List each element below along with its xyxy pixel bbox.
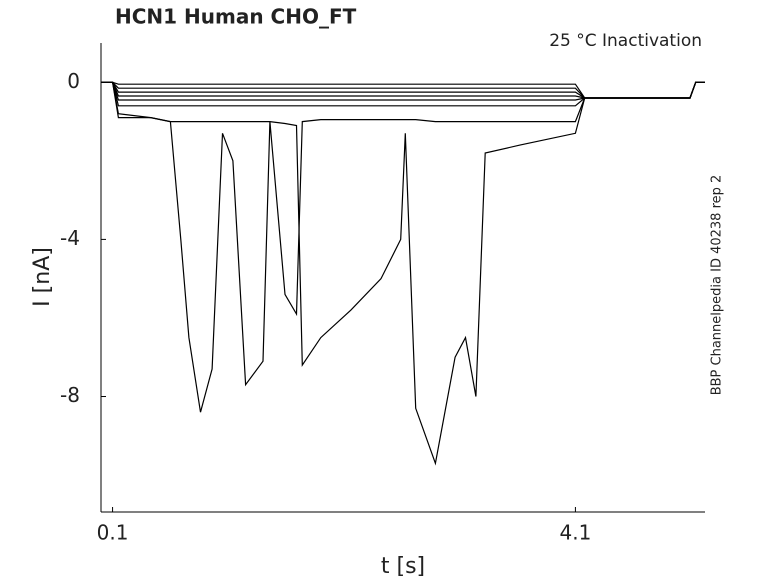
side-note: BBP Channelpedia ID 40238 rep 2 [710,175,725,396]
y-tick-label: 0 [67,69,80,93]
trace [101,81,705,99]
trace [101,81,705,99]
x-axis-label: t [s] [381,554,425,579]
trace [101,81,705,413]
trace [101,81,705,466]
trace [101,81,705,99]
y-tick-label: -8 [60,383,80,407]
x-tick-label: 4.1 [559,521,591,545]
trace [101,81,705,107]
annotation: 25 °C Inactivation [549,31,702,51]
y-tick-label: -4 [60,226,80,250]
trace [101,81,705,99]
trace [101,81,705,101]
chart-title: HCN1 Human CHO_FT [115,5,357,29]
y-axis-label: I [nA] [30,247,55,307]
x-tick-label: 0.1 [97,521,129,545]
